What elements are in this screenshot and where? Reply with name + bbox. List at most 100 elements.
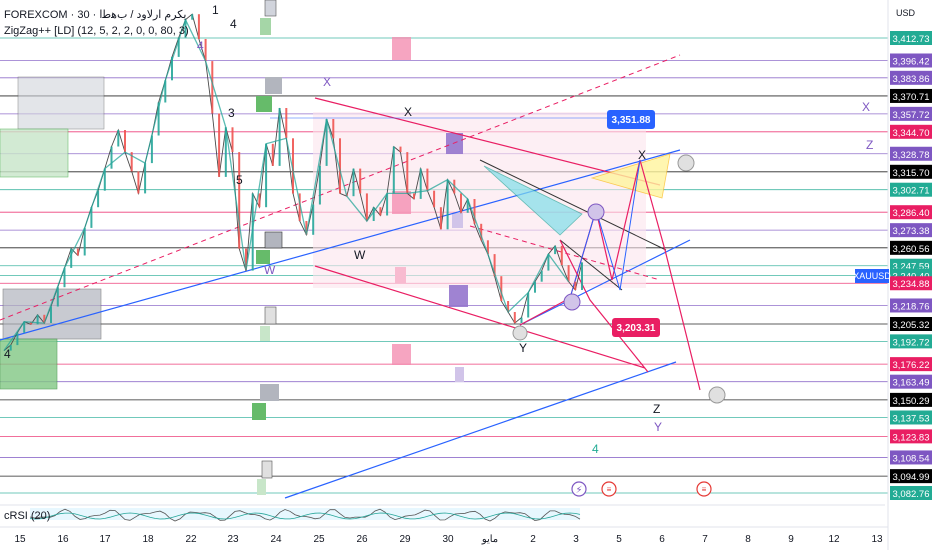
y-tick-label: 3,383.86 bbox=[893, 74, 930, 85]
y-tick-badge bbox=[890, 31, 932, 45]
y-tick-badge bbox=[890, 374, 932, 389]
y-tick-badge bbox=[890, 146, 932, 161]
candle bbox=[29, 321, 32, 325]
y-tick-label: 3,370.71 bbox=[893, 92, 930, 103]
wave-label: X bbox=[862, 100, 870, 114]
candle bbox=[43, 314, 46, 324]
y-tick-badge bbox=[890, 124, 932, 139]
zigzag-line bbox=[3, 17, 570, 351]
x-tick-label: 13 bbox=[871, 534, 883, 545]
y-tick-label: 3,176.22 bbox=[893, 360, 930, 371]
candle bbox=[117, 130, 120, 147]
candle bbox=[426, 168, 429, 191]
y-tick-badge bbox=[890, 106, 932, 121]
candle bbox=[137, 171, 140, 194]
candle bbox=[486, 240, 489, 255]
y-tick-badge bbox=[890, 392, 932, 407]
trendline bbox=[479, 159, 667, 251]
crsi-signal bbox=[29, 512, 581, 520]
candle bbox=[547, 254, 550, 271]
wave-label: W bbox=[264, 263, 276, 277]
zone-box bbox=[392, 344, 411, 365]
candle bbox=[318, 165, 321, 205]
candle bbox=[150, 135, 153, 164]
candle bbox=[56, 287, 59, 307]
us-flag-icon bbox=[601, 481, 617, 497]
trendline bbox=[469, 225, 661, 281]
zone-box bbox=[313, 112, 646, 288]
trendline bbox=[519, 239, 691, 326]
y-tick-label: 3,218.76 bbox=[893, 301, 930, 312]
candle bbox=[392, 146, 395, 194]
candle bbox=[63, 267, 66, 288]
x-tick-label: 23 bbox=[227, 534, 239, 545]
candle bbox=[352, 168, 355, 197]
zone-box bbox=[395, 267, 406, 283]
trendline bbox=[284, 361, 677, 499]
y-tick-label: 3,328.78 bbox=[893, 150, 930, 161]
y-tick-badge bbox=[890, 164, 932, 179]
candle bbox=[372, 207, 375, 221]
candle bbox=[332, 119, 335, 139]
x-tick-label: 2 bbox=[530, 534, 536, 545]
symbol-legend: FOREXCOM · 30 · یکرم ﺍﺭﻻﻭﺩ / ﺏﻫﻃﺍ bbox=[4, 9, 187, 21]
y-tick-badge bbox=[890, 298, 932, 313]
y-tick-label: 3,150.29 bbox=[893, 396, 930, 407]
zone-box bbox=[264, 306, 277, 325]
candle bbox=[285, 108, 288, 139]
pivot-marker bbox=[563, 293, 581, 311]
x-tick-label: 24 bbox=[270, 534, 282, 545]
x-tick-label: 29 bbox=[399, 534, 411, 545]
candle bbox=[50, 306, 52, 323]
candle bbox=[554, 245, 557, 255]
candle bbox=[197, 14, 200, 39]
candle bbox=[70, 248, 73, 268]
x-tick-label: 6 bbox=[659, 534, 665, 545]
y-tick-label: 3,234.88 bbox=[893, 279, 930, 290]
zone-box bbox=[455, 367, 464, 382]
x-tick-label: 7 bbox=[702, 534, 708, 545]
candle bbox=[473, 199, 476, 224]
x-tick-label: 18 bbox=[142, 534, 154, 545]
pivot-marker bbox=[677, 154, 695, 172]
candle bbox=[171, 56, 173, 81]
y-tick-badge bbox=[890, 182, 932, 197]
candle bbox=[23, 321, 26, 333]
indicator-legend: ZigZag++ [LD] (12, 5, 2, 2, 0, 0, 80, 3) bbox=[4, 25, 189, 37]
y-tick-badge bbox=[890, 410, 932, 425]
candle bbox=[36, 314, 39, 325]
zone-box bbox=[392, 191, 411, 214]
triangle-pattern bbox=[483, 165, 583, 236]
zone-box bbox=[449, 285, 468, 307]
currency-label: USD bbox=[896, 8, 916, 18]
wave-label: 3 bbox=[228, 106, 235, 120]
x-tick-label: 8 bbox=[745, 534, 751, 545]
candle bbox=[493, 254, 496, 277]
zone-box bbox=[0, 338, 58, 390]
x-axis: 15 16 17 18 22 23 24 25 26 29 30 مايو 2 3 5 6 7 8 9 12 13 bbox=[0, 526, 890, 550]
candle bbox=[258, 193, 261, 208]
zone-box bbox=[264, 231, 283, 249]
candle bbox=[16, 332, 19, 346]
candle bbox=[413, 193, 415, 199]
candle bbox=[567, 265, 570, 282]
candle bbox=[231, 127, 234, 153]
symbol-badge bbox=[855, 269, 889, 283]
y-tick-label: 3,192.72 bbox=[893, 337, 930, 348]
candle bbox=[534, 281, 536, 293]
candle bbox=[305, 221, 308, 235]
wave-label: X bbox=[404, 105, 412, 119]
y-tick-label: 3,260.56 bbox=[893, 244, 930, 255]
zone-box bbox=[256, 250, 270, 264]
y-tick-badge bbox=[890, 53, 932, 68]
candle bbox=[278, 108, 281, 166]
y-axis: 3,412.73 3,396.42 3,383.86 3,370.71 3,357.72… bbox=[853, 0, 932, 550]
wave-label: 4 bbox=[592, 442, 599, 456]
wave-label: 4 bbox=[4, 347, 11, 361]
candle bbox=[90, 207, 93, 228]
y-tick-badge bbox=[890, 486, 932, 500]
y-tick-label: 3,205.32 bbox=[893, 320, 930, 331]
wave-label: X bbox=[638, 148, 646, 162]
